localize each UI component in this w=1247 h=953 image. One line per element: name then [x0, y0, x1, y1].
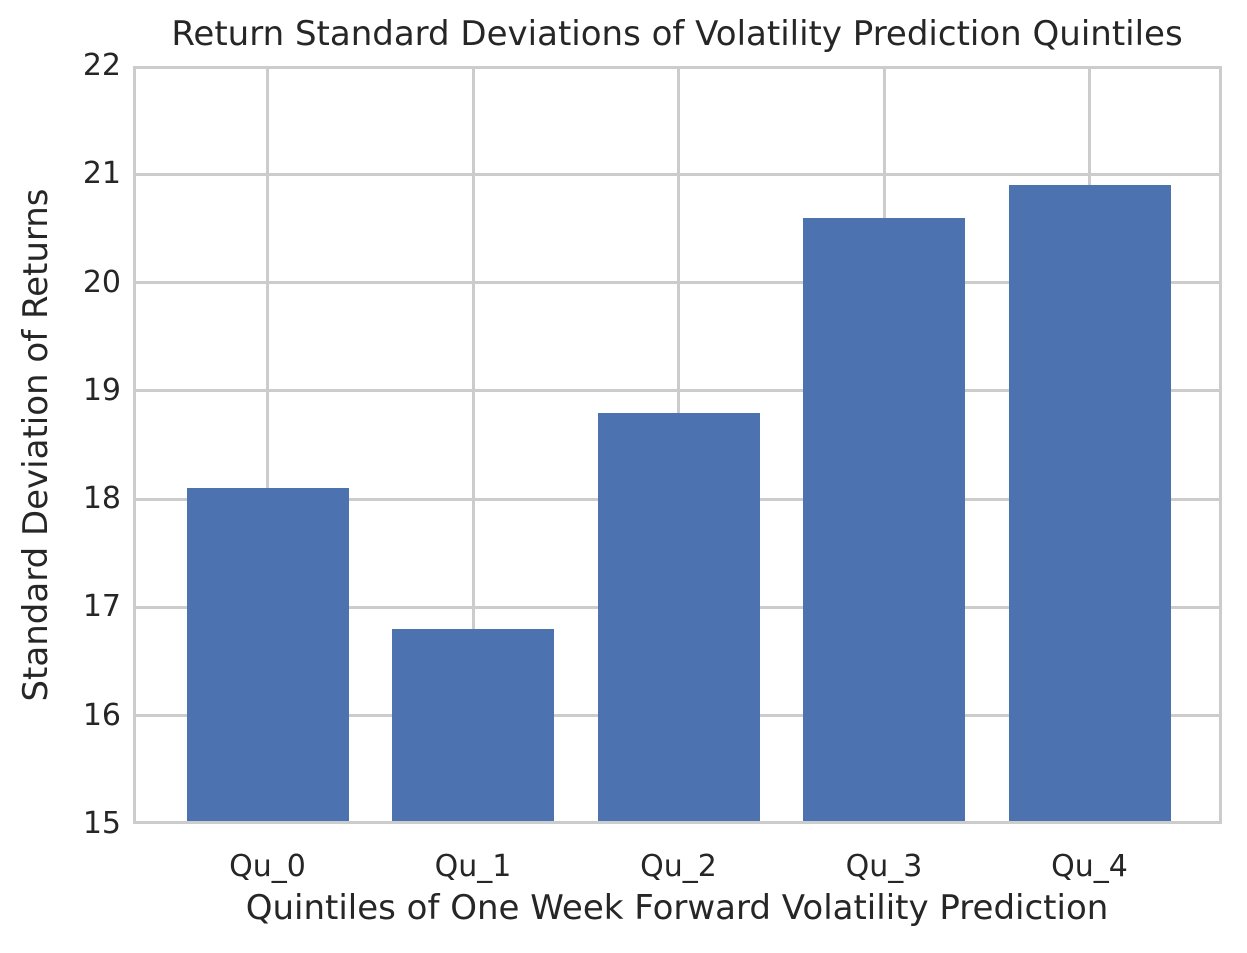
x-tick-label: Qu_3: [845, 849, 923, 884]
bar-Qu_1: [392, 629, 554, 824]
y-tick-label: 19: [82, 372, 121, 408]
bar-Qu_2: [597, 412, 760, 824]
bottom-spine: [133, 821, 1222, 824]
bar-Qu_0: [186, 488, 349, 824]
y-tick-label: 21: [82, 156, 121, 192]
x-gridline: [266, 66, 269, 824]
y-tick-label: 15: [82, 806, 121, 841]
x-tick-label: Qu_1: [434, 849, 512, 884]
y-tick-label: 18: [82, 481, 121, 517]
x-gridline: [471, 66, 475, 824]
x-tick-label: Qu_4: [1051, 849, 1128, 884]
y-tick-label: 22: [82, 48, 121, 83]
right-spine: [1219, 66, 1222, 824]
x-tick-label: Qu_0: [229, 849, 306, 884]
top-spine: [133, 66, 1222, 69]
plot-area: [133, 66, 1222, 824]
left-spine: [133, 66, 136, 824]
x-axis-label: Quintiles of One Week Forward Volatility…: [245, 888, 1109, 928]
x-tick-label: Qu_2: [640, 849, 717, 884]
y-tick-label: 17: [82, 589, 121, 625]
y-axis-label: Standard Deviation of Returns: [16, 188, 56, 702]
y-tick-label: 16: [82, 697, 121, 733]
bar-Qu_3: [803, 217, 965, 824]
chart-title: Return Standard Deviations of Volatility…: [171, 14, 1183, 54]
bar-Qu_4: [1008, 185, 1171, 824]
y-tick-label: 20: [82, 264, 121, 300]
